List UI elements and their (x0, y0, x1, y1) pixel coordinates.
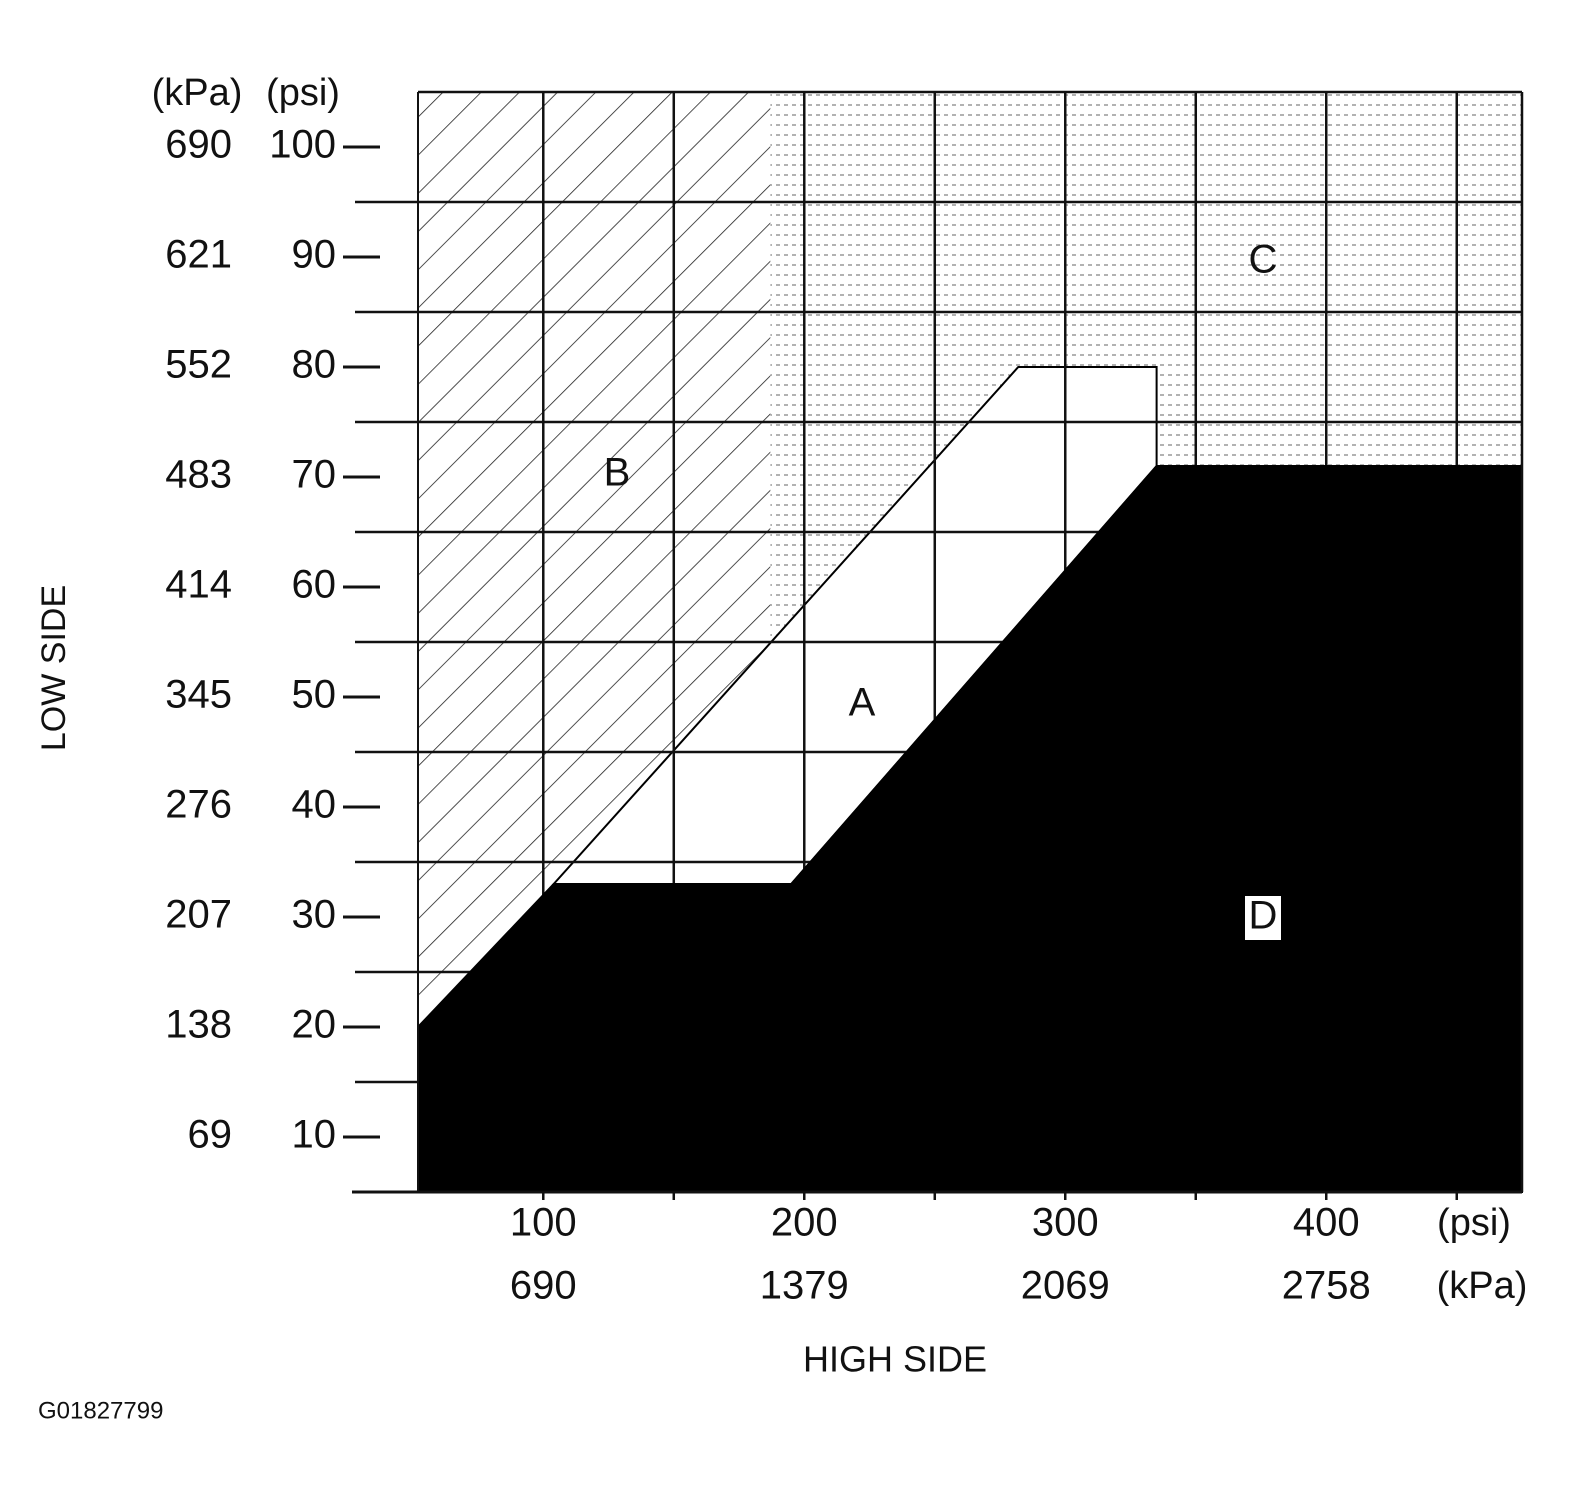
x-tick-label-kpa: 2069 (1021, 1264, 1110, 1308)
y-tick-label: 90 (292, 233, 337, 277)
y-tick-label: 80 (292, 343, 337, 387)
y-tick-label-kpa: 207 (165, 893, 232, 937)
y-tick-label: 70 (292, 453, 337, 497)
region-label: A (849, 681, 876, 725)
x-tick-label: 300 (1032, 1201, 1099, 1245)
y-unit: (kPa) (152, 72, 243, 114)
y-tick-label: 20 (292, 1003, 337, 1047)
y-tick-label-kpa: 552 (165, 343, 232, 387)
label-box (1245, 896, 1281, 940)
region-label: B (604, 451, 631, 495)
y-tick-label: 10 (292, 1113, 337, 1157)
y-tick-label-kpa: 138 (165, 1003, 232, 1047)
y-tick-label: 50 (292, 673, 337, 717)
y-tick-label: 30 (292, 893, 337, 937)
y-tick-label-kpa: 414 (165, 563, 232, 607)
y-tick-label: 40 (292, 783, 337, 827)
x-unit: (kPa) (1437, 1265, 1528, 1307)
region (418, 92, 771, 1027)
y-tick-label: 100 (269, 123, 336, 167)
x-unit: (psi) (1437, 1202, 1511, 1244)
y-axis-label: LOW SIDE (35, 585, 73, 751)
y-tick-label-kpa: 276 (165, 783, 232, 827)
x-tick-label-kpa: 1379 (760, 1264, 849, 1308)
y-tick-label-kpa: 345 (165, 673, 232, 717)
x-tick-label-kpa: 2758 (1282, 1264, 1371, 1308)
y-unit: (psi) (266, 72, 340, 114)
x-tick-label: 200 (771, 1201, 838, 1245)
region-label: C (1249, 238, 1278, 282)
x-tick-label: 100 (510, 1201, 577, 1245)
y-tick-label-kpa: 621 (165, 233, 232, 277)
x-tick-label: 400 (1293, 1201, 1360, 1245)
y-tick-label-kpa: 690 (165, 123, 232, 167)
region-label: D (1249, 894, 1278, 938)
x-axis-label: HIGH SIDE (803, 1339, 987, 1380)
y-tick-label-kpa: 483 (165, 453, 232, 497)
y-tick-label-kpa: 69 (188, 1113, 233, 1157)
y-tick-label: 60 (292, 563, 337, 607)
figure-id: G01827799 (38, 1397, 163, 1424)
x-tick-label-kpa: 690 (510, 1264, 577, 1308)
